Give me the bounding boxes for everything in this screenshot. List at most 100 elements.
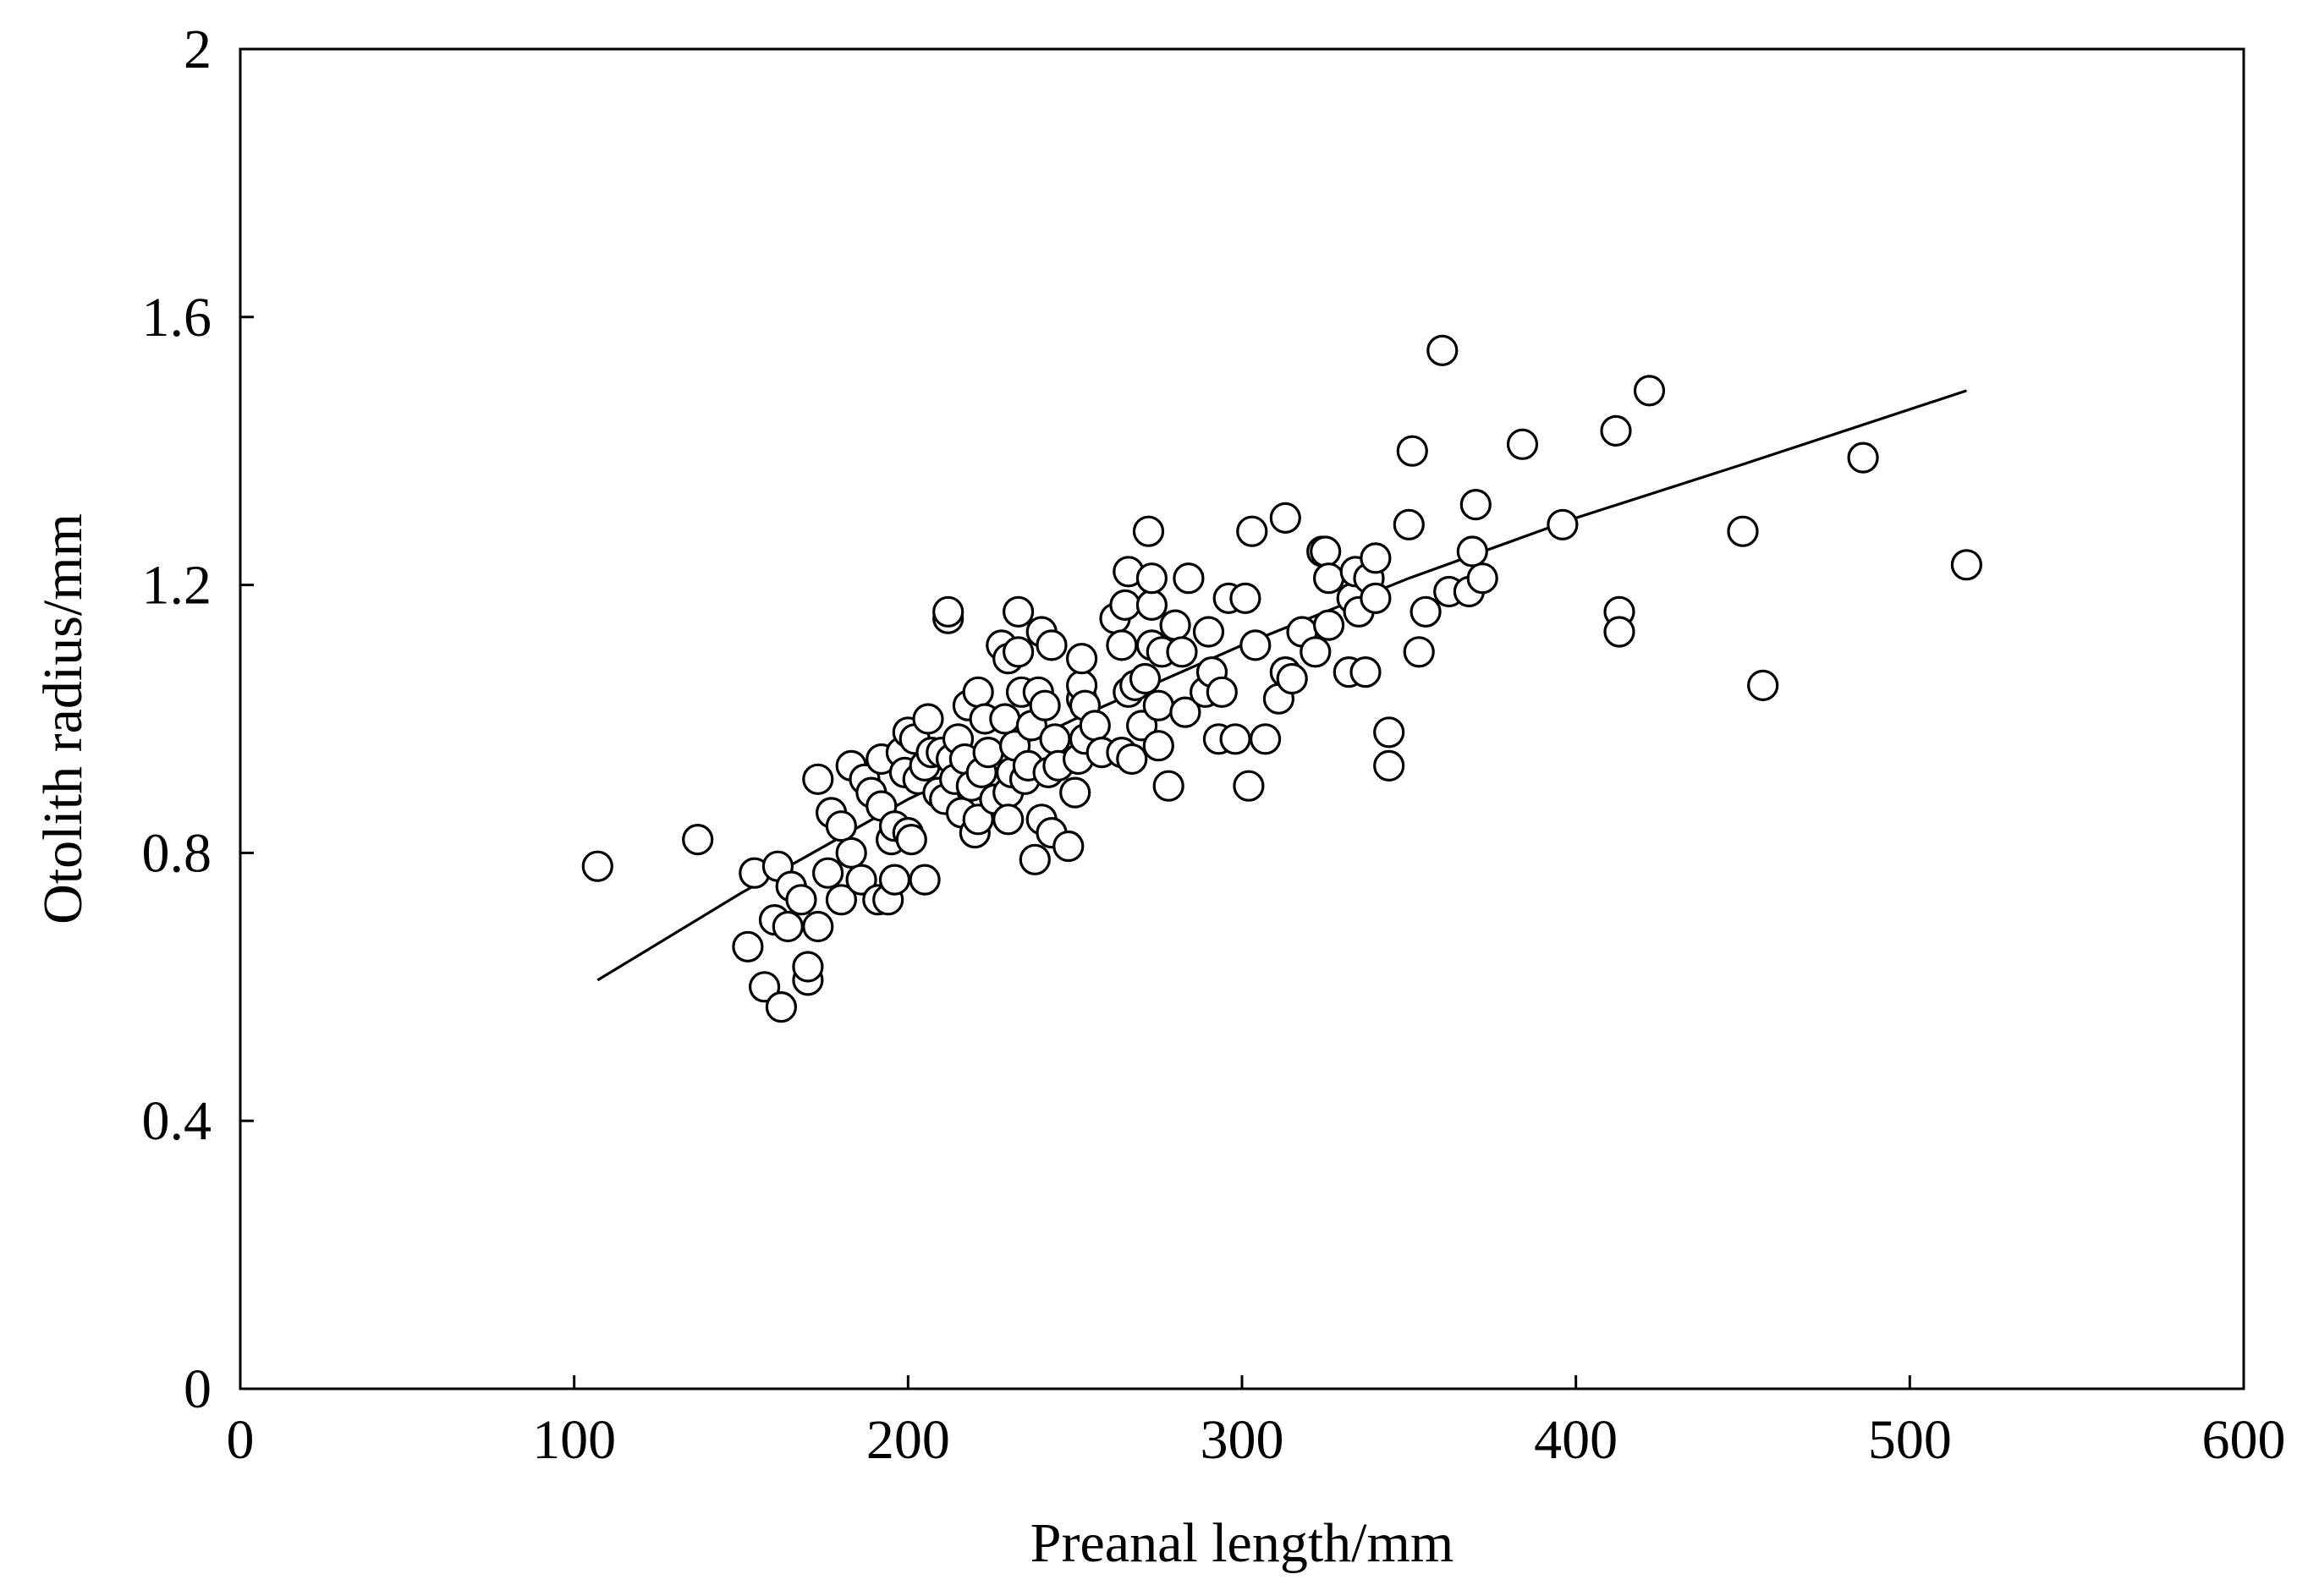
data-point [912, 703, 944, 735]
data-point [1036, 629, 1068, 661]
data-point [1159, 609, 1191, 641]
y-tick-label: 1.6 [142, 287, 212, 348]
y-axis-title: Otolith radius/mm [32, 513, 94, 924]
data-point [1349, 655, 1382, 688]
data-points-layer [581, 334, 1982, 1023]
data-point [1109, 589, 1141, 622]
data-point [1466, 562, 1498, 595]
data-point [1360, 582, 1392, 615]
data-point [1269, 502, 1301, 535]
data-point [1950, 549, 1982, 581]
data-point [1459, 488, 1492, 521]
data-point [1276, 662, 1308, 695]
x-tick-label: 300 [1201, 1409, 1284, 1471]
data-point [1727, 515, 1759, 547]
data-point [1106, 629, 1138, 661]
x-tick-label: 100 [532, 1409, 616, 1471]
data-point [682, 823, 714, 856]
data-point [792, 951, 824, 983]
x-tick-label: 0 [227, 1409, 255, 1471]
data-point [1456, 535, 1488, 568]
data-point [1373, 749, 1405, 782]
x-axis-title: Preanal length/mm [1030, 1512, 1453, 1574]
data-point [932, 595, 964, 628]
data-point [1129, 662, 1162, 695]
data-point [1249, 723, 1282, 755]
y-tick-label: 0.8 [142, 822, 212, 884]
data-point [732, 930, 764, 963]
data-point [1039, 723, 1071, 755]
data-point [1065, 643, 1098, 675]
data-point [1603, 616, 1635, 648]
x-tick-label: 200 [866, 1409, 950, 1471]
data-point [1310, 535, 1342, 568]
data-point [1152, 770, 1184, 802]
data-point [1132, 515, 1165, 547]
data-point [1219, 723, 1251, 755]
data-point [1166, 636, 1198, 668]
data-point [811, 857, 844, 889]
data-point [1029, 689, 1061, 721]
data-point [1403, 636, 1435, 668]
data-point [1142, 689, 1174, 721]
plot-frame-layer [239, 47, 2245, 1390]
data-point [802, 910, 834, 943]
data-point [835, 836, 867, 869]
data-point [1206, 676, 1238, 708]
data-point [992, 803, 1025, 836]
data-point [1052, 830, 1085, 863]
data-point [1847, 442, 1879, 474]
data-point [825, 810, 858, 842]
data-point [1239, 629, 1272, 661]
data-point [1633, 375, 1666, 407]
data-point [1019, 843, 1051, 875]
data-point [1393, 508, 1425, 540]
data-point [895, 823, 927, 856]
x-tick-label: 600 [2202, 1409, 2286, 1471]
data-point [1135, 589, 1168, 622]
data-point [1142, 730, 1174, 762]
data-point [1312, 562, 1345, 595]
data-point [1125, 710, 1158, 742]
data-point [1410, 595, 1442, 628]
data-point [1233, 770, 1265, 802]
data-point [1360, 542, 1392, 574]
x-tick-label: 400 [1534, 1409, 1618, 1471]
ticks-layer: 0 100 200 300 400 500 600 0 0.4 0.8 1.2 1.6 2 [142, 19, 2286, 1471]
data-point [878, 864, 911, 896]
data-point [1547, 508, 1579, 540]
data-point [1135, 562, 1168, 595]
data-point [1192, 616, 1225, 648]
data-point [989, 703, 1021, 735]
y-tick-label: 2 [184, 19, 212, 80]
data-point [1002, 595, 1035, 628]
y-tick-label: 0.4 [142, 1090, 212, 1152]
data-point [581, 850, 613, 882]
data-point [1312, 609, 1345, 641]
data-point [1079, 710, 1111, 742]
x-tick-label: 500 [1868, 1409, 1952, 1471]
data-point [1059, 776, 1091, 809]
data-point [1229, 582, 1261, 615]
data-point [1002, 636, 1035, 668]
data-point [1236, 515, 1268, 547]
data-point [1300, 636, 1332, 668]
data-point [772, 910, 804, 943]
data-point [972, 736, 1004, 769]
data-point [1396, 435, 1428, 467]
data-point [1600, 414, 1632, 447]
y-tick-label: 1.2 [142, 555, 212, 617]
y-tick-label: 0 [184, 1358, 212, 1420]
data-point [909, 864, 941, 896]
data-point [1169, 696, 1201, 728]
data-point [748, 971, 781, 1003]
data-point [785, 884, 817, 916]
data-point [802, 763, 834, 795]
data-point [1506, 428, 1539, 460]
data-point [825, 884, 858, 916]
data-point [1373, 716, 1405, 749]
plot-frame [239, 47, 2245, 1390]
data-point [845, 864, 877, 896]
